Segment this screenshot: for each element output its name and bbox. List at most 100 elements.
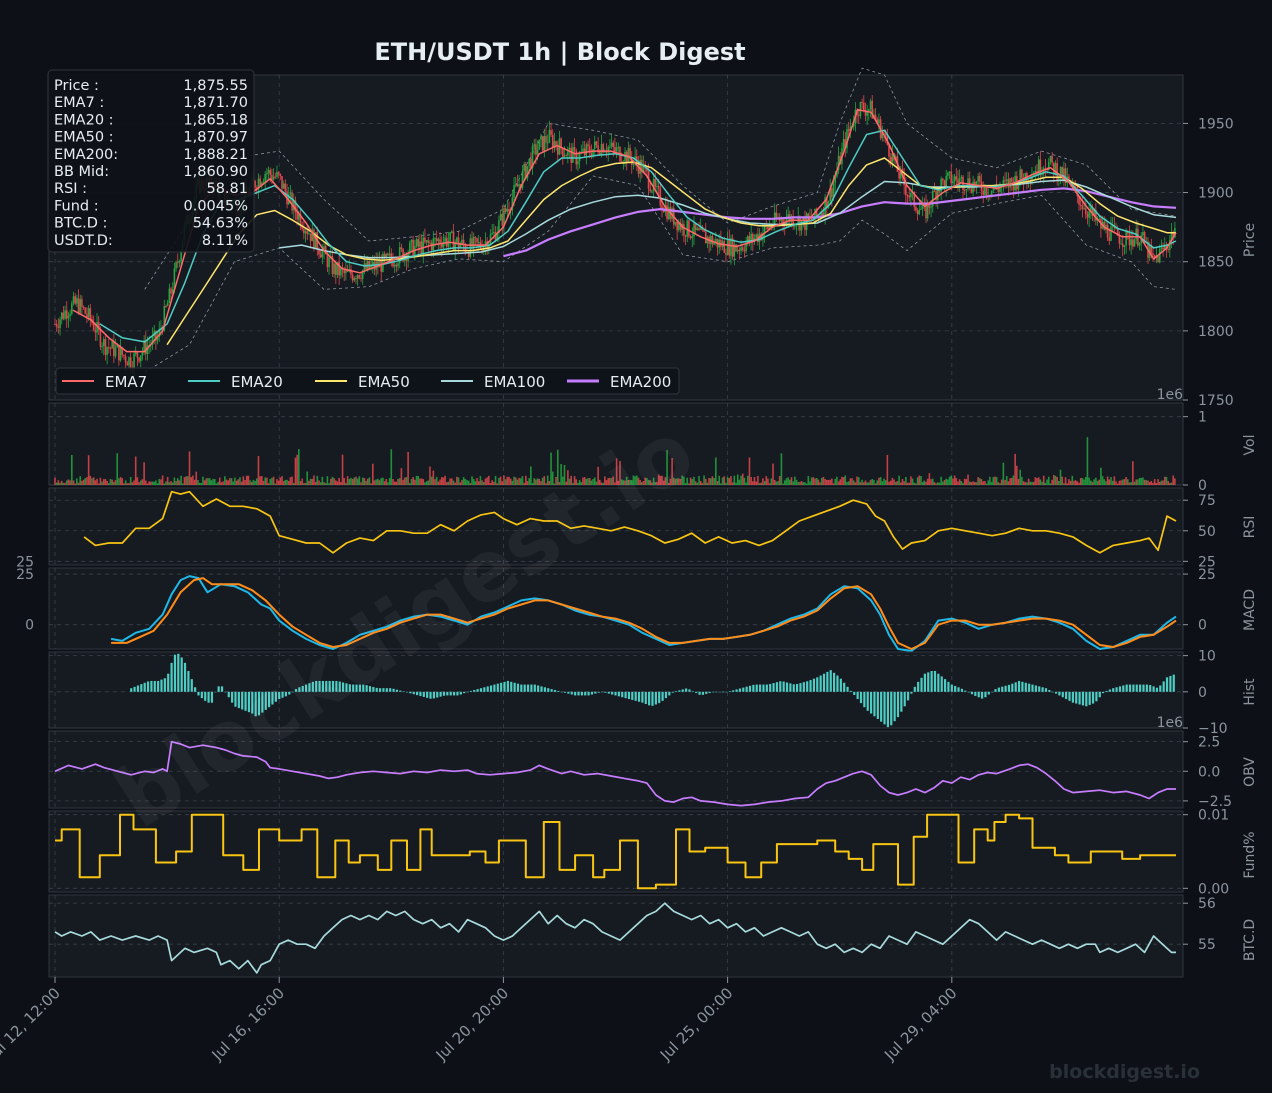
candle-body [736,249,739,252]
histogram-bar [234,691,237,707]
volume-bar [1086,437,1089,485]
candle-body [775,212,778,219]
candle-body [1160,247,1163,250]
volume-bar [679,478,682,485]
candle-body [424,237,426,243]
volume-bar [324,483,327,485]
volume-bar [1027,478,1030,485]
histogram-bar [886,691,890,728]
candle-body [1064,168,1067,183]
volume-bar [533,478,536,485]
candle-body [171,289,174,294]
volume-bar [572,482,574,485]
candle-body [415,239,418,247]
candle-body [908,195,911,198]
volume-bar [181,483,184,485]
volume-bar [508,476,510,485]
volume-bar [962,482,964,485]
volume-bar [763,481,766,485]
volume-bar [982,481,984,485]
volume-bar [407,451,409,485]
histogram-bar [812,678,816,692]
volume-bar [69,480,71,485]
volume-bar [627,480,630,485]
candle-body [530,158,532,168]
volume-bar [706,482,709,485]
candle-body [1138,243,1141,246]
histogram-bar [980,691,984,699]
volume-bar [911,478,914,485]
info-label: EMA7 : [54,95,104,111]
candle-body [94,330,97,333]
histogram-bar [691,691,694,692]
volume-bar [1153,479,1156,485]
candle-body [612,142,615,148]
candle-body [504,208,507,212]
volume-bar [657,474,660,485]
histogram-bar [903,691,906,707]
volume-bar [1132,461,1134,485]
candle-body [1031,176,1033,182]
volume-bar [166,477,169,485]
volume-bar [158,478,161,485]
volume-bar [452,480,455,485]
histogram-bar [1004,685,1007,692]
candle-body [87,308,90,317]
histogram-bar [600,691,604,693]
volume-bar [1115,481,1117,485]
candle-body [593,141,596,150]
histogram-bar [631,691,634,700]
volume-bar [540,481,542,485]
candle-body [852,123,855,127]
volume-bar [415,475,418,485]
volume-bar [153,481,156,485]
volume-bar [203,480,206,485]
axis-multiplier: 1e6 [1157,715,1184,731]
volume-bar [457,477,460,485]
candle-body [641,160,643,173]
candle-body [254,180,256,188]
histogram-bar [463,691,466,694]
volume-bar [654,482,657,485]
volume-bar [477,481,480,485]
candle-body [449,232,451,241]
volume-bar [222,481,224,485]
volume-bar [752,481,754,485]
histogram-bar [452,691,456,696]
volume-bar [642,480,645,485]
candle-body [271,174,273,180]
candle-body [748,236,751,243]
volume-bar [81,480,83,485]
info-value: 1,870.97 [183,130,248,146]
volume-bar [269,479,272,485]
volume-bar [905,477,907,485]
candle-body [671,208,673,220]
candle-body [960,176,963,179]
volume-bar [1128,482,1131,485]
volume-bar [464,478,467,485]
volume-bar [215,483,218,485]
candle-body [298,214,300,220]
volume-bar [101,481,103,485]
info-value: 58.81 [206,181,248,197]
volume-bar [247,475,250,485]
volume-bar [440,477,443,485]
volume-bar [59,482,61,485]
volume-bar [422,479,425,485]
candle-body [768,225,771,230]
y-tick-label: 0.0 [1198,764,1220,780]
candle-body [521,171,524,189]
histogram-bar [197,691,200,696]
histogram-bar [1024,682,1027,692]
candle-body [560,138,562,149]
candle-body [536,149,539,155]
volume-bar [316,475,319,485]
candle-body [615,147,618,152]
volume-bar [755,481,757,485]
candle-body [760,233,763,240]
volume-bar [400,468,403,485]
volume-bar [1163,476,1166,485]
volume-bar [509,478,512,485]
candle-body [525,163,527,178]
volume-bar [716,481,719,485]
